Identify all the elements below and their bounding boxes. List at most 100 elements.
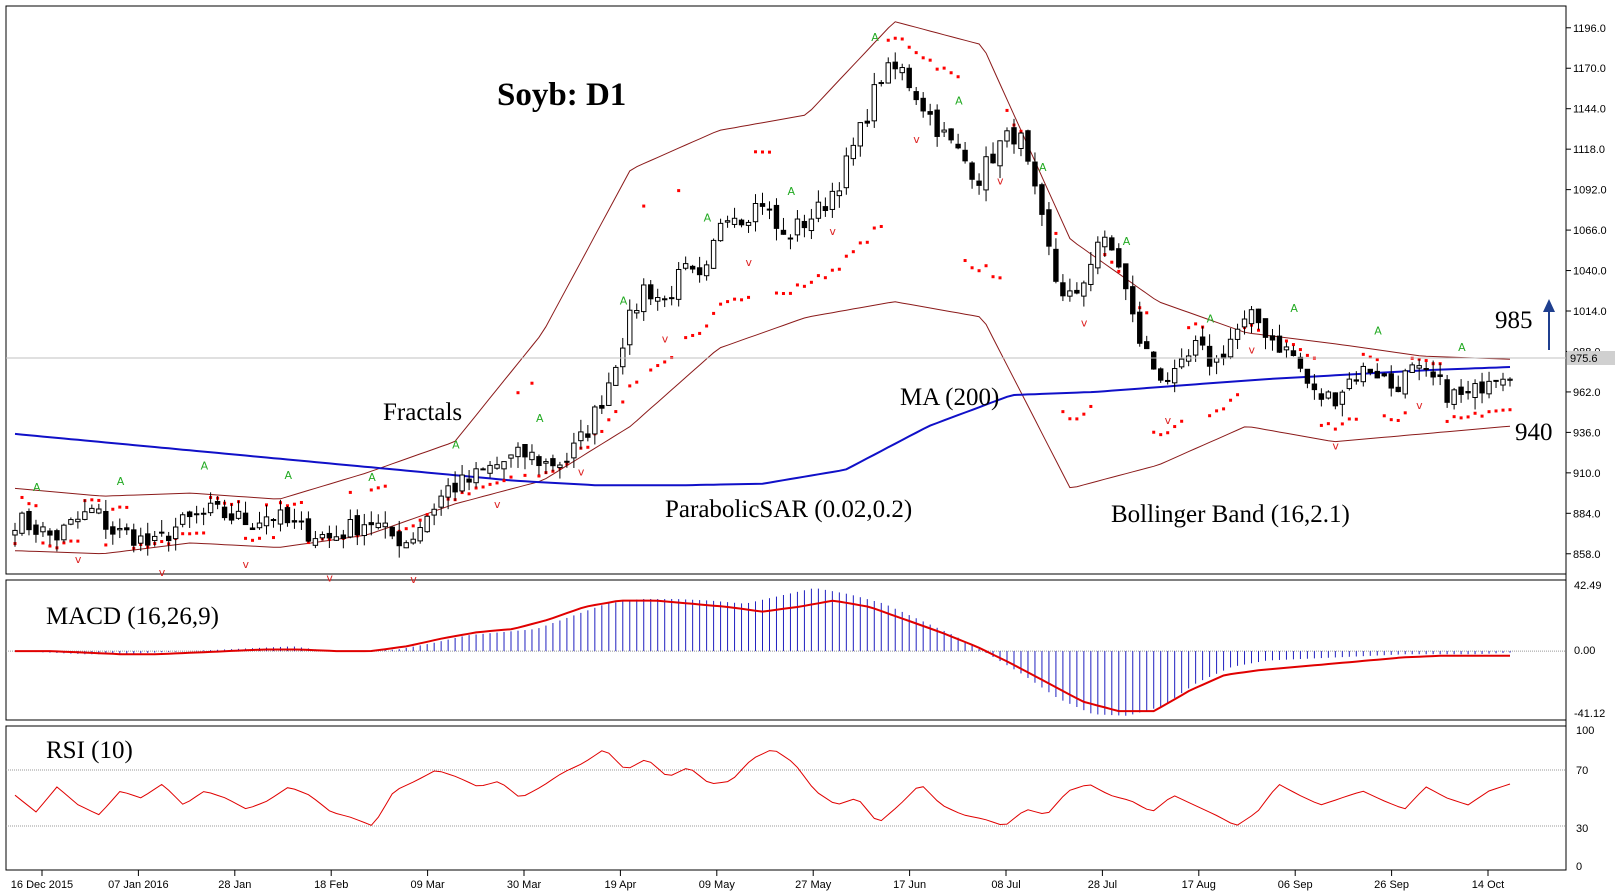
candle <box>585 425 591 442</box>
sar-dot <box>76 539 80 543</box>
date-tick-label: 28 Jan <box>218 879 251 891</box>
candle <box>33 519 39 543</box>
sar-dot <box>928 58 932 62</box>
sar-dot <box>467 492 471 496</box>
candle <box>976 173 982 195</box>
candle <box>1458 379 1464 403</box>
candle <box>724 215 731 228</box>
sar-dot <box>726 300 730 304</box>
candle <box>515 442 521 468</box>
candle <box>235 500 242 520</box>
candle <box>96 503 102 515</box>
sar-dot <box>1354 417 1358 421</box>
sar-dot <box>1333 427 1337 431</box>
candle <box>47 528 53 546</box>
candle <box>89 504 95 514</box>
candle <box>1353 371 1360 385</box>
sar-dot <box>886 38 890 42</box>
candle <box>40 521 46 537</box>
fractal-up-icon: A <box>201 460 209 473</box>
candle <box>242 501 249 526</box>
candle <box>1171 359 1178 393</box>
sar-dot <box>1291 343 1295 347</box>
fractal-up-icon: A <box>955 94 963 107</box>
fractal-up-icon: A <box>620 294 628 307</box>
candle <box>172 517 179 551</box>
sar-dot <box>656 364 660 368</box>
price-tick-label: 1014.0 <box>1573 306 1607 318</box>
sar-dot <box>62 541 66 545</box>
sar-dot <box>1375 358 1379 362</box>
candle <box>773 198 780 241</box>
fractal-down-icon: v <box>410 573 417 586</box>
sar-dot <box>767 150 771 154</box>
candle <box>752 194 759 232</box>
date-tick-label: 07 Jan 2016 <box>108 879 169 891</box>
candle <box>221 499 228 521</box>
sar-dot <box>90 498 94 502</box>
price-tick-label: 1092.0 <box>1573 185 1607 197</box>
candle <box>131 523 137 553</box>
sar-dot <box>111 507 115 511</box>
candle <box>913 86 919 105</box>
sar-dot <box>761 150 764 154</box>
rsi-panel <box>5 725 1567 871</box>
candle <box>431 503 437 526</box>
sar-dot <box>244 536 248 540</box>
candle <box>312 530 319 549</box>
sar-dot <box>1005 108 1009 112</box>
candle <box>1304 368 1311 389</box>
sar-dot <box>691 333 695 337</box>
annotation-sar: ParabolicSAR (0.02,0.2) <box>665 496 912 523</box>
ma200-path <box>14 366 1511 487</box>
candle <box>368 511 374 536</box>
sar-dot <box>1459 416 1463 420</box>
candle <box>1493 379 1499 388</box>
candle <box>529 444 535 465</box>
candle <box>829 182 836 218</box>
candle <box>424 515 430 533</box>
sar-dot <box>376 486 380 490</box>
candle <box>592 404 598 445</box>
candle <box>1311 374 1318 400</box>
sar-dot <box>104 543 108 547</box>
candle <box>487 461 493 478</box>
candle <box>1472 379 1478 410</box>
bollinger-bands <box>14 21 1511 555</box>
fractal-up-icon: A <box>536 412 544 425</box>
candle <box>382 511 388 539</box>
candle <box>864 109 870 127</box>
fractal-up-icon: A <box>787 185 795 198</box>
sar-dot <box>956 75 960 79</box>
sar-dot <box>474 486 478 490</box>
sar-dot <box>97 498 101 502</box>
sar-dot <box>258 536 262 540</box>
sar-dot <box>705 324 709 328</box>
sar-dot <box>984 264 988 268</box>
date-tick-label: 18 Feb <box>314 879 348 891</box>
candle <box>110 521 116 545</box>
candle <box>452 471 458 501</box>
candle <box>396 520 402 558</box>
sar-dot <box>292 502 296 506</box>
candle <box>152 530 158 547</box>
sar-dot <box>754 150 758 154</box>
candle <box>480 467 486 471</box>
sar-dot <box>858 241 862 245</box>
candle <box>689 264 696 274</box>
candle <box>745 219 752 233</box>
sar-dot <box>1117 269 1121 273</box>
candle <box>1081 280 1087 307</box>
candle <box>75 511 81 529</box>
candle <box>159 520 165 537</box>
candle <box>899 63 905 81</box>
price-panel <box>5 5 1567 575</box>
sar-dot <box>1417 357 1421 361</box>
candle <box>228 503 235 525</box>
target-down-label: 940 <box>1515 419 1553 446</box>
fractal-up-icon: A <box>1458 341 1466 354</box>
date-tick-label: 14 Oct <box>1472 879 1504 891</box>
sar-dot <box>306 541 310 545</box>
sar-dot <box>907 45 911 49</box>
sar-dot <box>795 283 799 287</box>
